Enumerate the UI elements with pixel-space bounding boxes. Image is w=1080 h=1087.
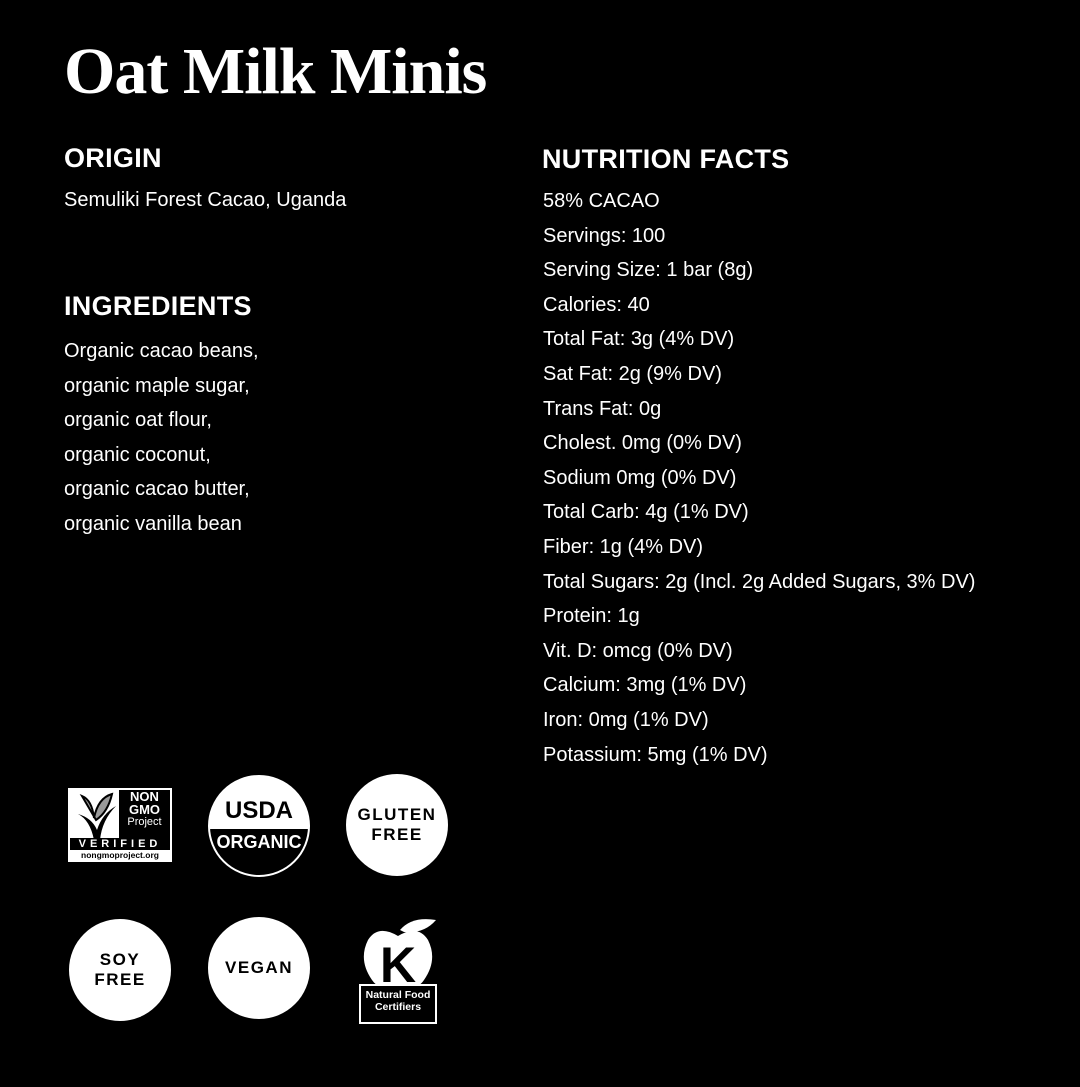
list-item: Total Fat: 3g (4% DV): [543, 328, 735, 351]
badge-text: SOY: [99, 950, 141, 969]
list-item: organic oat flour,: [64, 409, 212, 432]
list-item: 58% CACAO: [543, 190, 660, 212]
badge-text: K: [379, 937, 417, 993]
badge-text: GLUTEN: [357, 805, 437, 824]
list-item: Vit. D: omcg (0% DV): [543, 639, 733, 662]
nutrition-list: 58% CACAO Servings: 100 Serving Size: 1 ba…: [543, 184, 975, 772]
list-item: organic cacao butter,: [64, 478, 250, 501]
list-item: Potassium: 5mg (1% DV): [543, 743, 768, 766]
list-item: Calories: 40: [543, 293, 650, 316]
natural-food-certifiers-badge: K Natural Food Certifiers: [358, 916, 438, 1024]
badge-text: Project: [127, 816, 162, 828]
badge-text: NON: [130, 789, 159, 804]
origin-heading: ORIGIN: [64, 143, 162, 173]
badge-text: FREE: [371, 825, 423, 844]
list-item: Sat Fat: 2g (9% DV): [543, 362, 722, 385]
list-item: Servings: 100: [543, 224, 666, 247]
ingredients-heading: INGREDIENTS: [64, 291, 252, 321]
list-item: Serving Size: 1 bar (8g): [543, 259, 754, 282]
list-item: organic maple sugar,: [64, 374, 250, 397]
usda-organic-badge: USDA ORGANIC: [208, 775, 310, 877]
badge-text: FREE: [94, 970, 146, 989]
list-item: Cholest. 0mg (0% DV): [543, 432, 742, 455]
vegan-badge: VEGAN: [208, 917, 310, 1019]
badge-text: Certifiers: [374, 1001, 422, 1013]
apple-k-icon: [363, 919, 436, 988]
gluten-free-badge: GLUTEN FREE: [346, 774, 448, 876]
origin-text: Semuliki Forest Cacao, Uganda: [64, 189, 347, 211]
butterfly-icon: [78, 792, 116, 840]
badge-text: GMO: [128, 802, 161, 817]
list-item: Protein: 1g: [543, 605, 640, 628]
badge-text: nongmoproject.org: [81, 850, 159, 860]
list-item: Fiber: 1g (4% DV): [543, 535, 704, 558]
list-item: Calcium: 3mg (1% DV): [543, 674, 747, 697]
list-item: Trans Fat: 0g: [543, 397, 662, 420]
ingredients-list: Organic cacao beans, organic maple sugar,…: [64, 334, 259, 542]
nutrition-heading: NUTRITION FACTS: [542, 144, 790, 174]
badge-text: USDA: [224, 797, 293, 824]
soy-free-badge: SOY FREE: [69, 919, 171, 1021]
list-item: Total Sugars: 2g (Incl. 2g Added Sugars,…: [543, 570, 976, 593]
badge-text: VERIFIED: [70, 838, 170, 850]
list-item: organic vanilla bean: [64, 512, 242, 535]
list-item: Iron: 0mg (1% DV): [543, 708, 709, 731]
page-title: Oat Milk Minis: [64, 35, 487, 108]
badge-text: Natural Food: [365, 989, 431, 1001]
badge-text: VEGAN: [225, 958, 293, 977]
list-item: Organic cacao beans,: [64, 340, 259, 362]
list-item: Sodium 0mg (0% DV): [543, 466, 737, 489]
list-item: Total Carb: 4g (1% DV): [543, 501, 749, 524]
list-item: organic coconut,: [64, 443, 211, 466]
badge-text: ORGANIC: [210, 829, 308, 875]
non-gmo-badge: NON GMO Project VERIFIED nongmoproject.o…: [68, 788, 172, 862]
